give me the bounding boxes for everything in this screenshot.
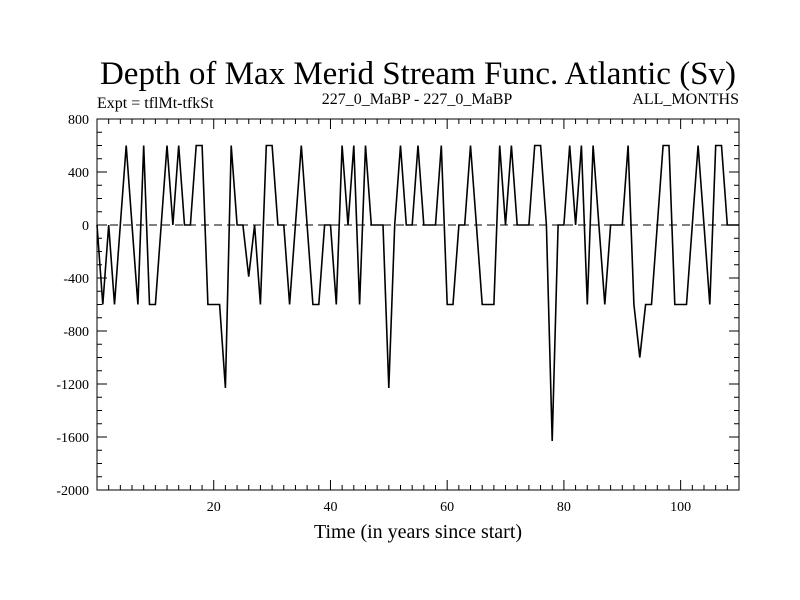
y-tick-label: -1600 [56,431,89,446]
y-tick-label: -400 [63,272,89,287]
months-label: ALL_MONTHS [632,91,739,108]
plot-frame [96,118,740,491]
y-tick-label: 400 [68,166,89,181]
y-tick-label: 0 [82,219,89,234]
y-tick-label: 800 [68,113,89,128]
experiment-label: Expt = tflMt-tfkSt [97,95,214,112]
x-tick-label: 20 [207,500,221,515]
y-tick-label: -2000 [56,484,89,499]
tick-labels: 20 40 60 80 100 800 400 0 -400 -800 -1200 -1600 -200… [56,113,691,515]
chart-title: Depth of Max Merid Stream Func. Atlantic… [100,56,736,92]
x-tick-label: 100 [670,500,691,515]
period-label: 227_0_MaBP - 227_0_MaBP [322,91,513,108]
x-tick-label: 80 [557,500,571,515]
x-axis-label: Time (in years since start) [314,521,522,543]
y-tick-label: -800 [63,325,89,340]
series-group [96,144,739,442]
series-line [96,144,739,442]
y-tick-label: -1200 [56,378,89,393]
x-tick-label: 60 [440,500,454,515]
x-tick-label: 40 [323,500,337,515]
